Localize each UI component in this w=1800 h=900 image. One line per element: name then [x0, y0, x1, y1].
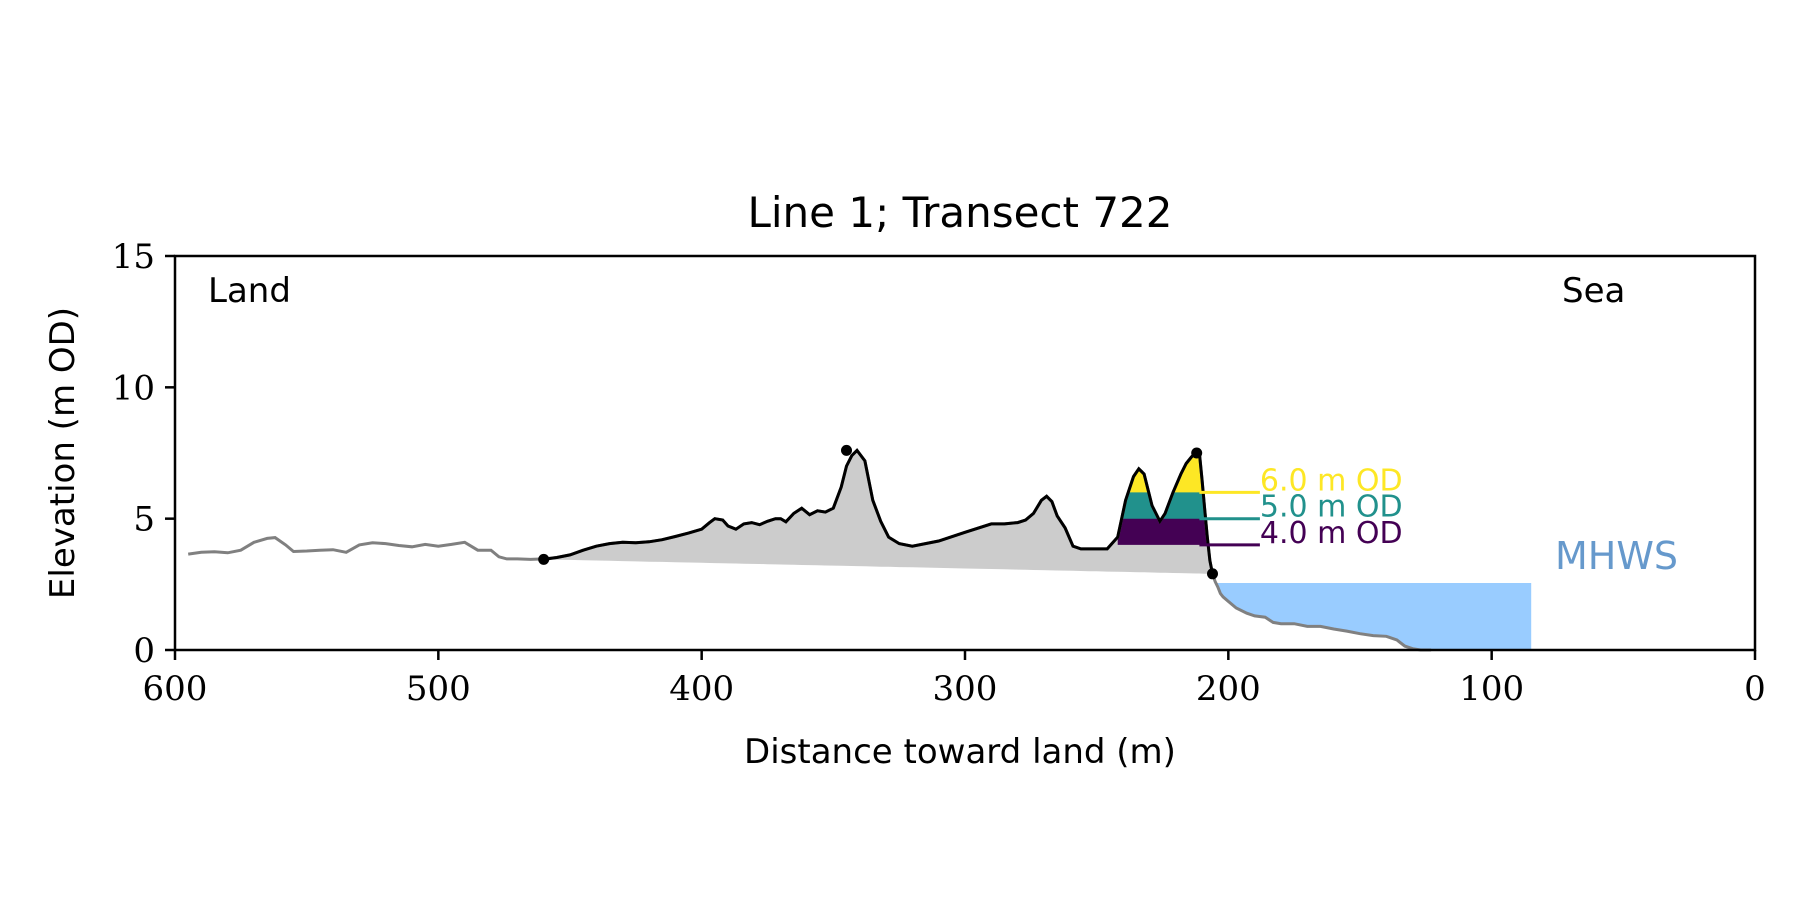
sea-annotation: Sea [1562, 271, 1625, 311]
x-tick-label: 600 [143, 669, 208, 709]
x-tick-label: 500 [406, 669, 471, 709]
x-tick-label: 100 [1459, 669, 1524, 709]
x-axis: 600 500 400 300 200 100 0 [143, 650, 1766, 709]
y-axis-label: Elevation (m OD) [43, 307, 83, 599]
y-tick-label: 5 [133, 500, 155, 540]
dune-point [538, 553, 550, 565]
y-tick-label: 15 [112, 237, 155, 277]
contour-label-4: 4.0 m OD [1260, 516, 1403, 551]
mhws-annotation: MHWS [1555, 534, 1678, 578]
x-tick-label: 400 [669, 669, 734, 709]
dune-profile-line [543, 448, 1216, 576]
x-tick-label: 0 [1744, 669, 1766, 709]
plot-area: 6.0 m OD5.0 m OD4.0 m OD [187, 444, 1532, 652]
contour-fill-6 [1117, 451, 1208, 493]
x-axis-label: Distance toward land (m) [744, 732, 1176, 772]
x-tick-label: 300 [933, 669, 998, 709]
y-axis: 0 5 10 15 [112, 237, 175, 671]
y-tick-label: 10 [112, 368, 155, 408]
mhws-sea-fill [1212, 583, 1532, 650]
dune-point [1207, 568, 1218, 580]
y-tick-label: 0 [133, 631, 155, 671]
contour-label-6: 6.0 m OD [1260, 463, 1403, 498]
chart-title: Line 1; Transect 722 [747, 188, 1172, 237]
x-tick-label: 200 [1196, 669, 1261, 709]
land-annotation: Land [208, 271, 291, 311]
dune-point [841, 444, 852, 456]
contour-label-5: 5.0 m OD [1260, 490, 1403, 525]
dune-point [1191, 447, 1203, 459]
dune-volume-fill [543, 450, 1216, 574]
